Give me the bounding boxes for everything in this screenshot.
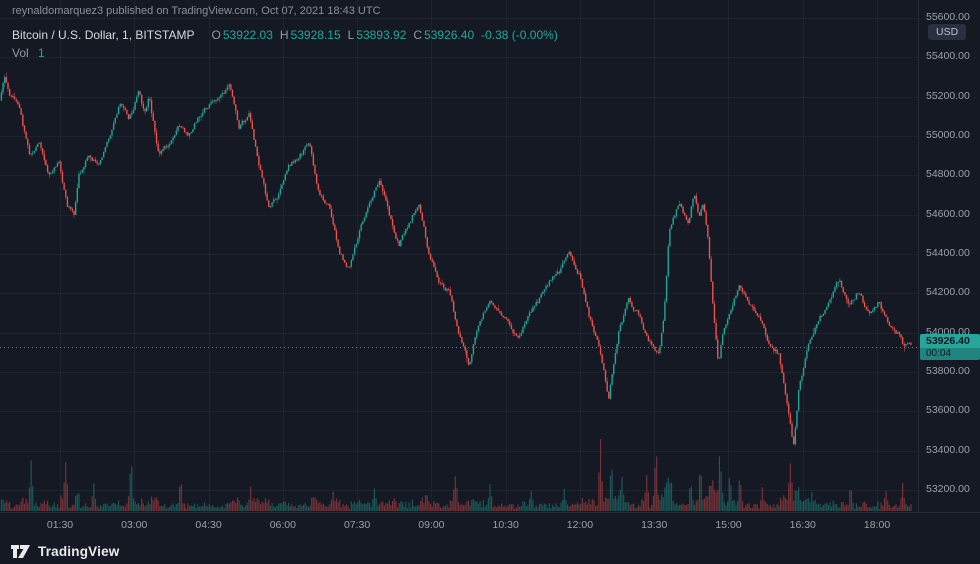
price-tick-label: 54400.00 xyxy=(926,247,970,259)
open-value: 53922.03 xyxy=(222,28,273,42)
price-tick-label: 53400.00 xyxy=(926,443,970,456)
time-tick-label: 07:30 xyxy=(343,519,371,531)
volume-label: Vol xyxy=(12,46,29,60)
close-value: 53926.40 xyxy=(424,28,475,42)
price-tick-label: 54000.00 xyxy=(926,325,970,338)
high-label: H xyxy=(279,28,289,42)
price-tick-label: 53800.00 xyxy=(926,365,970,377)
price-tick-label: 54200.00 xyxy=(926,286,970,299)
price-tick-label: 55200.00 xyxy=(926,89,970,102)
low-value: 53893.92 xyxy=(356,28,407,42)
price-chart-canvas[interactable] xyxy=(0,0,918,512)
price-tick-label: 53600.00 xyxy=(926,404,970,417)
time-tick-label: 01:30 xyxy=(46,519,74,531)
legend-volume-row: Vol 1 xyxy=(12,46,558,60)
time-tick-label: 04:30 xyxy=(195,519,222,531)
last-price-label: 53926.40 00:04 xyxy=(920,334,980,361)
time-tick-label: 15:00 xyxy=(715,519,742,531)
price-tick-label: 55600.00 xyxy=(926,11,970,23)
high-value: 53928.15 xyxy=(290,28,341,42)
time-tick-label: 03:00 xyxy=(121,519,148,531)
time-tick-label: 16:30 xyxy=(789,519,816,531)
price-tick-label: 55000.00 xyxy=(926,129,970,141)
price-tick-label: 54600.00 xyxy=(926,207,970,220)
last-price-value: 53926.40 xyxy=(926,335,970,348)
tradingview-logo-icon xyxy=(11,544,30,558)
footer-branding: TradingView xyxy=(0,538,980,564)
time-tick-label: 12:00 xyxy=(566,519,594,531)
close-label: C xyxy=(413,28,423,42)
legend-ohlc-row: Bitcoin / U.S. Dollar, 1, BITSTAMP O 539… xyxy=(12,28,558,42)
price-tick-label: 54800.00 xyxy=(926,168,970,181)
volume-value: 1 xyxy=(38,46,45,60)
time-tick-label: 10:30 xyxy=(492,519,519,531)
chart-legend: Bitcoin / U.S. Dollar, 1, BITSTAMP O 539… xyxy=(12,28,558,60)
currency-badge: USD xyxy=(928,24,967,40)
change-value: -0.38 (-0.00%) xyxy=(481,28,558,42)
brand-name: TradingView xyxy=(38,543,120,559)
time-tick-label: 18:00 xyxy=(863,519,891,531)
open-label: O xyxy=(211,28,221,42)
bar-countdown: 00:04 xyxy=(920,348,980,361)
time-axis[interactable]: 01:30 03:00 04:30 06:00 07:30 09:00 10:30 12:00… xyxy=(0,512,980,539)
symbol-title[interactable]: Bitcoin / U.S. Dollar, 1, BITSTAMP xyxy=(12,28,195,42)
publish-info: reynaldomarquez3 published on TradingVie… xyxy=(12,5,381,17)
low-label: L xyxy=(347,28,355,42)
time-tick-label: 09:00 xyxy=(418,519,445,531)
price-axis[interactable]: USD 53926.40 00:04 55600.00 55400.00 55200… xyxy=(918,0,980,512)
price-tick-label: 53200.00 xyxy=(926,483,970,495)
price-tick-label: 55400.00 xyxy=(926,50,970,63)
time-tick-label: 06:00 xyxy=(269,519,296,531)
time-tick-label: 13:30 xyxy=(641,519,668,531)
